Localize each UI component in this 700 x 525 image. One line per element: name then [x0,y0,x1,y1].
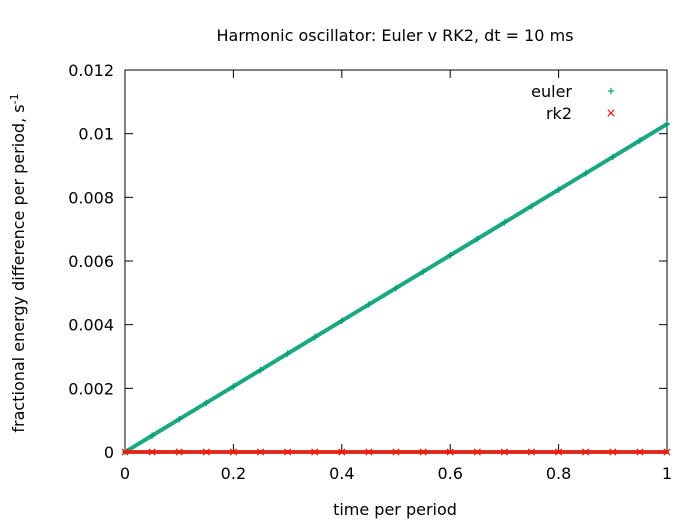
data-point-euler [528,202,535,210]
x-tick-label: 1 [662,464,672,483]
y-tick-label: 0.004 [68,316,114,335]
data-point-rk2 [311,448,319,456]
series-rk2 [121,448,671,456]
data-point-euler [230,383,237,390]
data-point-rk2 [256,448,265,456]
data-point-euler [501,219,508,226]
legend-marker-euler [607,87,615,95]
data-point-euler [392,284,400,292]
y-axis-label-main: fractional energy difference per period,… [9,104,28,432]
y-tick-label: 0.006 [68,252,114,271]
y-tick-label: 0.002 [68,379,114,398]
data-point-rk2 [473,448,481,456]
data-point-rk2 [419,448,427,456]
y-tick-label: 0.01 [78,125,114,144]
data-point-euler [555,186,562,193]
x-tick-label: 0.6 [437,464,462,483]
legend: euler rk2 [531,82,615,123]
data-point-euler [257,366,264,374]
data-point-rk2 [554,448,563,456]
y-axis-label: fractional energy difference per period,… [8,93,28,432]
legend-label-rk2: rk2 [546,104,572,123]
data-point-rk2 [229,448,238,456]
x-tick-label: 0.2 [221,464,246,483]
data-point-euler [419,268,427,275]
y-tick-label: 0.012 [68,61,114,80]
axis-ticks: 0 0.2 0.4 0.6 0.8 1 0 0.002 0.004 0.006 0.008 0.01 0… [68,61,672,483]
data-point-euler [148,432,156,439]
legend-marker-rk2 [607,109,615,117]
data-point-rk2 [283,448,292,456]
data-point-euler [311,334,318,341]
data-point-rk2 [500,448,509,456]
data-point-rk2 [121,448,129,456]
x-tick-label: 0.4 [329,464,354,483]
data-point-euler [474,235,481,243]
y-tick-label: 0.008 [68,188,114,207]
data-point-euler [176,416,183,423]
data-point-rk2 [148,448,156,456]
data-point-rk2 [663,448,671,456]
data-point-euler [365,301,373,308]
data-point-euler [636,137,644,144]
data-point-euler [203,399,210,407]
data-point-rk2 [527,448,536,456]
data-point-rk2 [582,448,590,456]
data-point-euler [609,153,616,161]
x-tick-label: 0.8 [546,464,571,483]
series-layer [121,120,671,456]
data-point-rk2 [609,448,617,456]
y-tick-label: 0 [104,443,114,462]
data-point-euler [663,120,671,128]
x-axis-label: time per period [333,500,457,519]
chart-title: Harmonic oscillator: Euler v RK2, dt = 1… [217,26,574,45]
x-tick-label: 0 [120,464,130,483]
y-axis-label-superscript: -1 [8,93,21,104]
data-point-euler [338,317,345,325]
data-point-rk2 [446,448,454,456]
data-point-rk2 [636,448,644,456]
data-point-euler [582,170,589,177]
data-point-rk2 [338,448,346,456]
data-point-euler [447,252,454,259]
data-point-rk2 [175,448,183,456]
legend-label-euler: euler [531,82,572,101]
data-point-rk2 [202,448,210,456]
data-point-euler [284,350,291,357]
data-point-rk2 [392,448,400,456]
data-point-rk2 [365,448,373,456]
